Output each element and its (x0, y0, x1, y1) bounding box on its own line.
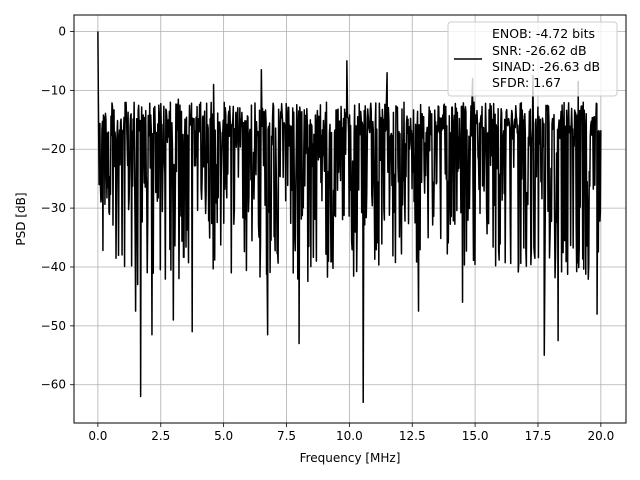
x-tick-label: 15.0 (462, 429, 489, 443)
x-tick-label: 7.5 (277, 429, 296, 443)
legend-text-sfdr: SFDR: 1.67 (492, 75, 561, 90)
y-axis-ticks: 0 −10 −20 −30 −40 −50 −60 (41, 24, 74, 392)
psd-series-line (97, 31, 602, 404)
y-tick-label: −40 (41, 260, 66, 274)
y-tick-label: −10 (41, 83, 66, 97)
legend-text-enob: ENOB: -4.72 bits (492, 26, 595, 41)
y-tick-label: −60 (41, 378, 66, 392)
x-tick-label: 2.5 (151, 429, 170, 443)
y-axis-label: PSD [dB] (14, 192, 28, 245)
y-tick-label: 0 (58, 24, 66, 38)
legend-text-sinad: SINAD: -26.63 dB (492, 59, 600, 74)
axes-frame (73, 14, 627, 424)
legend: ENOB: -4.72 bits SNR: -26.62 dB SINAD: -… (447, 21, 618, 97)
x-tick-label: 17.5 (525, 429, 552, 443)
legend-text-snr: SNR: -26.62 dB (492, 43, 587, 58)
x-tick-label: 10.0 (336, 429, 363, 443)
y-tick-label: −50 (41, 319, 66, 333)
y-tick-label: −20 (41, 142, 66, 156)
x-axis-ticks: 0.0 2.5 5.0 7.5 10.0 12.5 15.0 17.5 20.0 (88, 423, 614, 443)
x-axis-label: Frequency [MHz] (300, 451, 401, 465)
legend-box (447, 21, 618, 97)
x-tick-label: 0.0 (88, 429, 107, 443)
x-tick-label: 20.0 (587, 429, 614, 443)
plot-area (97, 31, 602, 404)
x-tick-label: 5.0 (214, 429, 233, 443)
y-tick-label: −30 (41, 201, 66, 215)
x-tick-label: 12.5 (399, 429, 426, 443)
